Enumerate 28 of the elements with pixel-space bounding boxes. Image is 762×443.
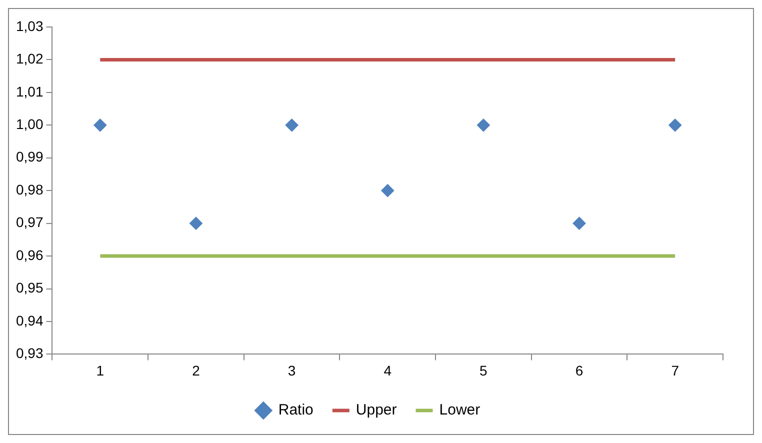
legend-label: Ratio <box>278 402 314 419</box>
point <box>668 118 682 132</box>
x-tick-label: 6 <box>575 362 584 378</box>
y-tick-label: 0,95 <box>16 280 44 296</box>
x-tick-label: 1 <box>96 362 104 378</box>
y-tick-label: 1,00 <box>16 116 44 132</box>
point <box>381 184 394 198</box>
x-tick-label: 5 <box>480 362 488 378</box>
y-tick-label: 0,93 <box>16 345 44 362</box>
y-tick-label: 0,99 <box>16 148 44 165</box>
y-tick-label: 0,94 <box>16 312 44 328</box>
y-tick-label: 1,03 <box>16 18 44 34</box>
point <box>94 118 107 132</box>
x-tick-label: 2 <box>192 362 200 378</box>
legend-label: Upper <box>356 402 397 419</box>
y-tick-label: 1,01 <box>16 83 44 100</box>
y-tick-label: 0,97 <box>16 214 44 230</box>
point <box>476 118 490 132</box>
point <box>572 216 586 230</box>
x-tick-label: 3 <box>288 362 296 378</box>
y-tick-label: 0,96 <box>16 246 44 263</box>
x-tick-label: 4 <box>384 362 392 378</box>
x-tick-label: 7 <box>671 362 680 378</box>
point <box>189 216 202 230</box>
legend-label: Lower <box>439 402 480 419</box>
y-tick-label: 1,02 <box>16 50 44 67</box>
y-tick-label: 0,98 <box>16 181 44 198</box>
point <box>285 118 298 132</box>
